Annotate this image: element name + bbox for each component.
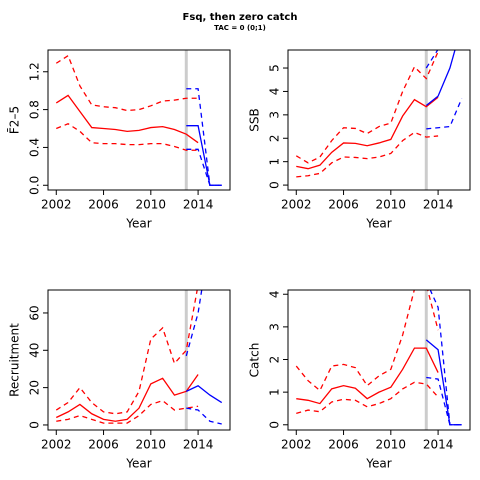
series-line bbox=[185, 290, 203, 357]
series-line bbox=[55, 374, 199, 422]
plot-frame bbox=[47, 49, 231, 191]
y-axis-label: SSB bbox=[248, 108, 262, 131]
y-tick-label: 0 bbox=[268, 181, 282, 189]
series-line bbox=[55, 94, 199, 144]
y-tick-label: 0 bbox=[28, 421, 42, 429]
x-axis-label: Year bbox=[125, 217, 151, 231]
series-line bbox=[56, 399, 199, 424]
series-line bbox=[425, 50, 439, 69]
y-tick-label: 1 bbox=[268, 388, 282, 396]
y-tick-label: 40 bbox=[28, 343, 42, 358]
y-tick-label: 60 bbox=[28, 305, 42, 320]
y-axis-label: Catch bbox=[248, 343, 262, 378]
y-tick-label: 0.0 bbox=[28, 176, 42, 195]
x-tick-label: 2002 bbox=[281, 438, 312, 452]
y-tick-label: 4 bbox=[268, 290, 282, 298]
panel: 2002 2006 2010 2014 0 1 2 3 4 5 Year SSB bbox=[248, 49, 471, 231]
series-line bbox=[426, 98, 463, 130]
x-tick-label: 2002 bbox=[41, 198, 72, 212]
series-line bbox=[425, 339, 462, 426]
series-line bbox=[296, 96, 439, 170]
series-line bbox=[426, 376, 462, 426]
series-line bbox=[425, 50, 456, 106]
x-tick-label: 2010 bbox=[376, 438, 407, 452]
series-line bbox=[55, 54, 199, 112]
y-tick-label: 1 bbox=[268, 158, 282, 166]
panel: 2002 2006 2010 2014 0 1 2 3 4 Year Catch bbox=[248, 289, 471, 471]
plot-frame bbox=[287, 289, 471, 431]
figure-title: Fsq, then zero catch bbox=[183, 12, 298, 23]
x-tick-label: 2002 bbox=[281, 198, 312, 212]
x-tick-label: 2006 bbox=[88, 198, 119, 212]
x-tick-label: 2010 bbox=[376, 198, 407, 212]
panel: 2002 2006 2010 2014 0.0 0.4 0.8 1.2 Year F̄2–5 bbox=[7, 49, 231, 231]
panel: 2002 2006 2010 2014 0 20 40 60 Year Recruitment bbox=[8, 289, 231, 471]
y-tick-label: 2 bbox=[268, 134, 282, 142]
x-tick-label: 2010 bbox=[136, 438, 167, 452]
x-tick-label: 2010 bbox=[136, 198, 167, 212]
x-tick-label: 2014 bbox=[423, 198, 454, 212]
x-axis-label: Year bbox=[125, 457, 151, 471]
series-line bbox=[56, 123, 199, 151]
x-tick-label: 2014 bbox=[183, 438, 214, 452]
x-axis-label: Year bbox=[365, 217, 391, 231]
x-tick-label: 2002 bbox=[41, 438, 72, 452]
x-axis-label: Year bbox=[365, 457, 391, 471]
series-line bbox=[186, 88, 222, 186]
x-tick-label: 2006 bbox=[328, 438, 359, 452]
x-tick-label: 2014 bbox=[183, 198, 214, 212]
y-tick-label: 4 bbox=[268, 88, 282, 96]
series-line bbox=[295, 290, 439, 392]
series-line bbox=[186, 407, 222, 425]
y-tick-label: 1.2 bbox=[28, 62, 42, 81]
plot-frame bbox=[47, 289, 231, 431]
y-axis-label: Recruitment bbox=[8, 323, 22, 397]
x-tick-label: 2014 bbox=[423, 438, 454, 452]
x-tick-label: 2006 bbox=[88, 438, 119, 452]
y-tick-label: 3 bbox=[268, 111, 282, 119]
y-axis-label: F̄2–5 bbox=[7, 106, 21, 134]
series-line bbox=[185, 384, 223, 404]
series-line bbox=[296, 381, 439, 414]
plot-frame bbox=[287, 49, 471, 191]
y-tick-label: 3 bbox=[268, 323, 282, 331]
series-line bbox=[296, 347, 439, 405]
y-tick-label: 0.4 bbox=[28, 138, 42, 157]
series-line bbox=[296, 131, 439, 178]
series-line bbox=[55, 290, 198, 415]
y-tick-label: 20 bbox=[28, 380, 42, 395]
y-tick-label: 0.8 bbox=[28, 100, 42, 119]
x-tick-label: 2006 bbox=[328, 198, 359, 212]
y-tick-label: 0 bbox=[268, 421, 282, 429]
figure-subtitle: TAC = 0 (0;1) bbox=[214, 24, 266, 32]
y-tick-label: 2 bbox=[268, 356, 282, 364]
y-tick-label: 5 bbox=[268, 64, 282, 72]
series-line bbox=[186, 148, 222, 186]
